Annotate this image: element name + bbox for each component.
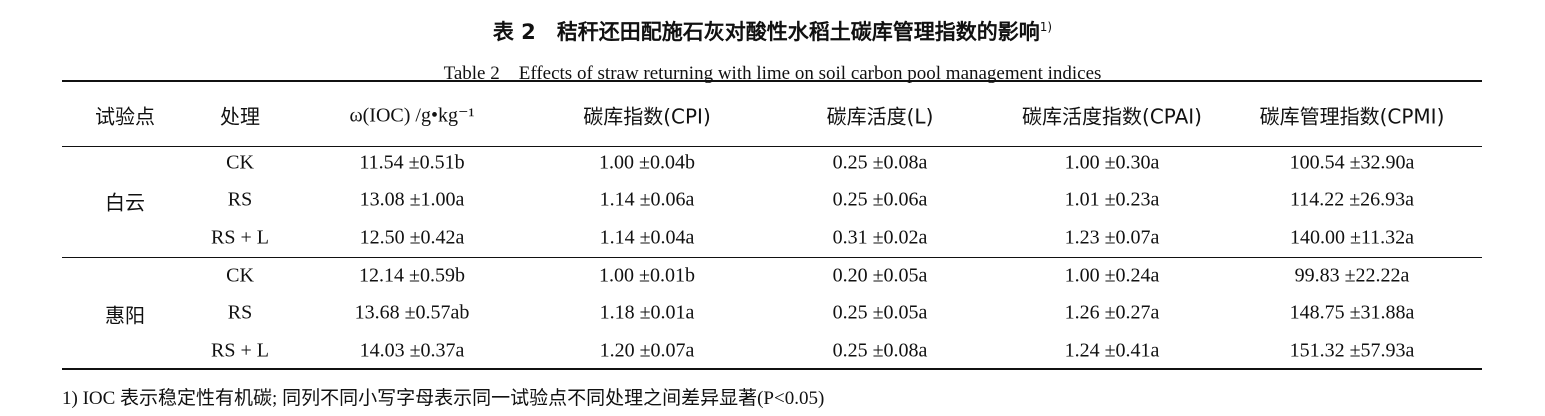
cell: 1.26 ±0.27a [1064,301,1160,324]
cell: 148.75 ±31.88a [1289,301,1415,324]
header-rule [62,146,1482,147]
cell: 12.14 ±0.59b [359,264,465,287]
top-rule [62,80,1482,82]
column-header: 处理 [220,104,260,129]
cell: 1.00 ±0.04b [599,151,695,174]
cell: 0.25 ±0.05a [832,301,928,324]
table-label: 表 2 [492,20,536,44]
column-header: ω(IOC) /g•kg⁻¹ [349,104,475,127]
treatment: CK [226,151,254,174]
cell: 12.50 ±0.42a [359,226,465,249]
treatment: RS + L [211,226,269,249]
table-subtitle: Table 2 Effects of straw returning with … [443,63,1102,84]
cell: 11.54 ±0.51b [359,151,465,174]
cell: 100.54 ±32.90a [1289,151,1415,174]
cell: 0.31 ±0.02a [832,226,928,249]
column-header: 碳库管理指数(CPMI) [1259,104,1445,129]
column-header: 碳库指数(CPI) [583,104,711,129]
treatment: CK [226,264,254,287]
title-text: 秸秆还田配施石灰对酸性水稻土碳库管理指数的影响 [556,20,1040,44]
column-header: 碳库活度(L) [826,104,934,129]
cell: 0.25 ±0.08a [832,151,928,174]
footnote: 1) IOC 表示稳定性有机碳; 同列不同小写字母表示同一试验点不同处理之间差异… [62,388,825,409]
group-rule [62,257,1482,258]
treatment: RS [227,301,253,324]
treatment: RS + L [211,339,269,362]
column-header: 碳库活度指数(CPAI) [1022,104,1202,129]
cell: 13.08 ±1.00a [359,188,465,211]
cell: 1.23 ±0.07a [1064,226,1160,249]
cell: 1.01 ±0.23a [1064,188,1160,211]
cell: 1.00 ±0.24a [1064,264,1160,287]
site-label: 白云 [105,190,145,214]
cell: 1.14 ±0.04a [599,226,695,249]
site-label: 惠阳 [105,303,145,327]
cell: 0.25 ±0.06a [832,188,928,211]
cell: 14.03 ±0.37a [359,339,465,362]
cell: 0.25 ±0.08a [832,339,928,362]
cell: 0.20 ±0.05a [832,264,928,287]
title-note: 1) [1039,20,1053,34]
column-header: 试验点 [95,104,155,129]
cell: 1.18 ±0.01a [599,301,695,324]
cell: 140.00 ±11.32a [1289,226,1415,249]
table-title: 表 2 秸秆还田配施石灰对酸性水稻土碳库管理指数的影响1) [0,16,1545,46]
cell: 151.32 ±57.93a [1289,339,1415,362]
cell: 1.00 ±0.30a [1064,151,1160,174]
cell: 114.22 ±26.93a [1289,188,1415,211]
cell: 99.83 ±22.22a [1294,264,1410,287]
cell: 1.14 ±0.06a [599,188,695,211]
cell: 1.24 ±0.41a [1064,339,1160,362]
cell: 1.00 ±0.01b [599,264,695,287]
cell: 13.68 ±0.57ab [354,301,470,324]
cell: 1.20 ±0.07a [599,339,695,362]
bottom-rule [62,368,1482,370]
treatment: RS [227,188,253,211]
